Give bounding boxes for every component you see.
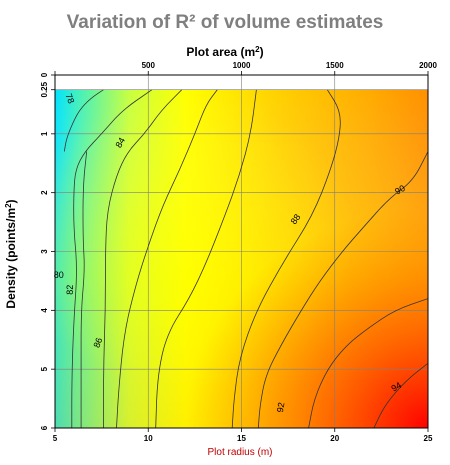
left-tick-label-0.25: 0.25	[40, 81, 49, 97]
left-tick-label-4: 4	[40, 308, 49, 313]
left-tick-label-2: 2	[40, 190, 49, 195]
bottom-tick-label-5: 5	[53, 434, 58, 443]
top-axis-ticks: 500 1000 1500 2000	[54, 61, 437, 75]
top-axis-title: Plot area (m2)	[186, 45, 263, 60]
contour-label-94: 94	[389, 380, 403, 394]
contour-line-80	[71, 89, 153, 428]
left-tick-label-6: 6	[40, 425, 49, 430]
bottom-axis-title: Plot radius (m)	[207, 447, 272, 458]
contour-line-78	[63, 89, 104, 152]
top-tick-label-2000: 2000	[419, 61, 437, 70]
contour-line-84	[103, 89, 183, 428]
contour-label-78: 78	[64, 92, 77, 105]
top-tick-label-500: 500	[142, 61, 156, 70]
bottom-tick-label-25: 25	[424, 434, 433, 443]
contour-line-86	[116, 89, 218, 428]
left-tick-label-0: 0	[40, 72, 49, 77]
bottom-axis-ticks: 5 10 15 20 25	[53, 428, 433, 443]
left-axis-title: Density (points/m2)	[4, 199, 19, 308]
contour-line-82	[80, 151, 88, 428]
left-axis-ticks: 0 0.25 1 2 3 4 5 6	[40, 72, 55, 430]
left-tick-label-3: 3	[40, 249, 49, 254]
top-tick-label-1500: 1500	[326, 61, 344, 70]
top-tick-label-1000: 1000	[233, 61, 251, 70]
contour-label-86: 86	[91, 336, 104, 349]
contour-lines	[63, 89, 428, 428]
left-tick-label-5: 5	[40, 366, 49, 371]
contour-line-unlabeled-5	[155, 89, 257, 428]
bottom-tick-label-10: 10	[144, 434, 153, 443]
contour-line-88	[231, 89, 341, 428]
chart-title: Variation of R² of volume estimates	[67, 12, 384, 33]
contour-label-80: 80	[54, 270, 64, 280]
bottom-tick-label-20: 20	[330, 434, 339, 443]
contour-line-92	[308, 298, 428, 428]
contour-label-92: 92	[275, 402, 287, 414]
contour-label-90: 90	[393, 183, 407, 197]
contour-line-94	[373, 362, 428, 428]
contour-label-88: 88	[289, 212, 303, 226]
left-tick-label-1: 1	[40, 131, 49, 136]
contour-label-84: 84	[113, 136, 127, 150]
contour-label-82: 82	[65, 285, 75, 295]
contour-line-90	[257, 151, 428, 428]
bottom-tick-label-15: 15	[237, 434, 246, 443]
